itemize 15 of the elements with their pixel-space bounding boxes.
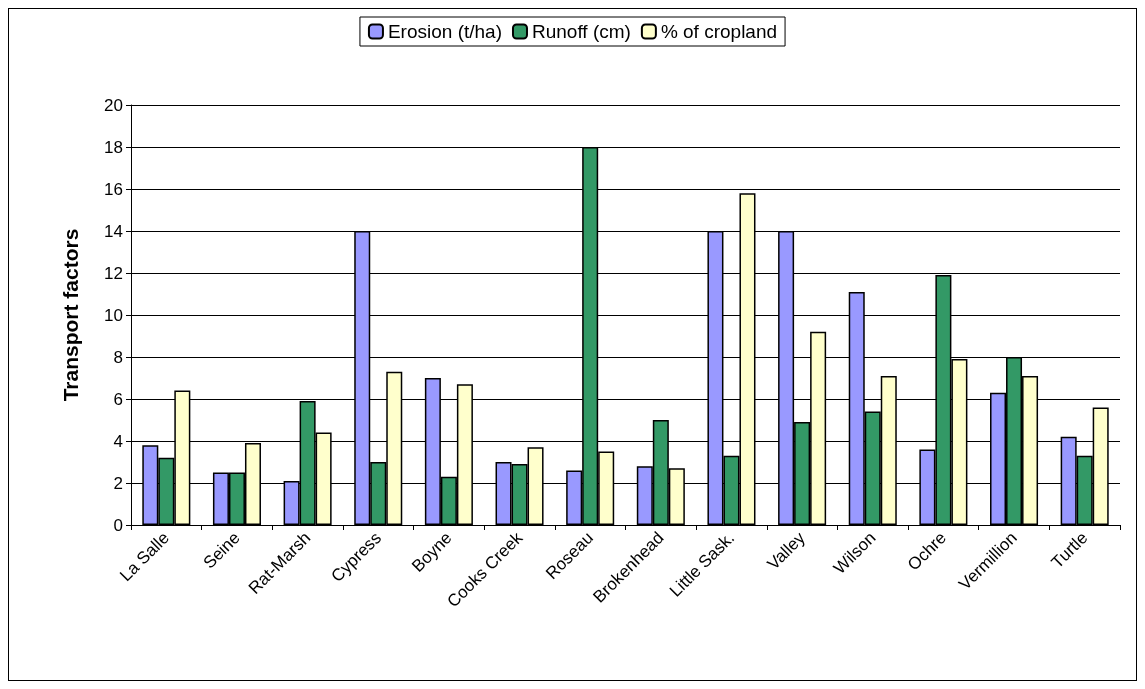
y-tick-label: 18 — [104, 137, 123, 157]
legend-label: Runoff (cm) — [531, 21, 631, 42]
legend-label: % of cropland — [660, 21, 778, 42]
y-tick-label: 16 — [104, 179, 123, 199]
y-tick-label: 6 — [113, 389, 123, 409]
y-tick-label: 4 — [113, 431, 123, 451]
y-tick-label: 20 — [104, 95, 123, 115]
y-tick-label: 8 — [113, 347, 123, 367]
y-tick-label: 14 — [104, 221, 123, 241]
y-axis-title: Transport factors — [59, 228, 82, 402]
y-tick-label: 0 — [113, 515, 123, 535]
y-tick-label: 10 — [104, 305, 123, 325]
legend-label: Erosion (t/ha) — [387, 21, 502, 42]
y-tick-label: 12 — [104, 263, 123, 283]
y-tick-label: 2 — [113, 473, 123, 493]
